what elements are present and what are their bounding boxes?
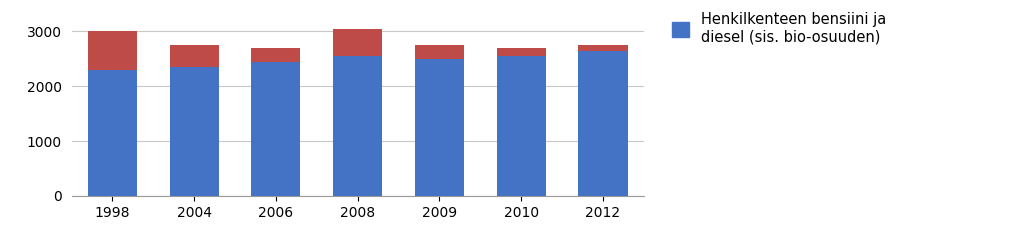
Bar xyxy=(333,29,382,56)
Bar xyxy=(88,70,137,196)
Legend: Henkilkenteen bensiini ja
diesel (sis. bio-osuuden): Henkilkenteen bensiini ja diesel (sis. b… xyxy=(671,12,886,44)
Bar xyxy=(578,45,628,51)
Bar xyxy=(170,67,219,196)
Bar xyxy=(333,56,382,196)
Bar xyxy=(251,48,300,62)
Bar xyxy=(415,45,464,59)
Bar xyxy=(497,48,546,56)
Bar xyxy=(251,62,300,196)
Bar xyxy=(415,59,464,196)
Bar xyxy=(497,56,546,196)
Bar xyxy=(578,51,628,196)
Bar xyxy=(170,45,219,67)
Bar xyxy=(88,32,137,70)
